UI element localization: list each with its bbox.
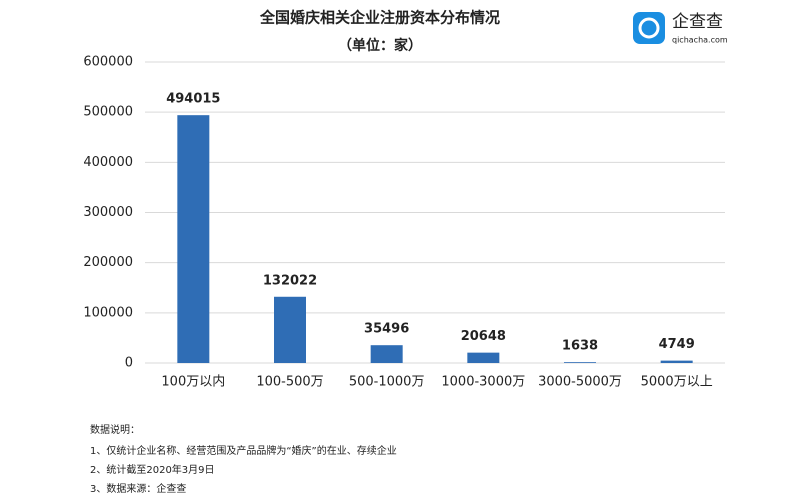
logo-icon (633, 12, 665, 44)
data-label: 35496 (364, 322, 409, 337)
y-tick-label: 100000 (83, 305, 133, 320)
bar (274, 296, 306, 363)
x-tick-label: 100-500万 (256, 375, 323, 390)
logo-icon-ring (638, 17, 660, 39)
y-tick-label: 600000 (83, 55, 133, 70)
y-tick-label: 500000 (83, 105, 133, 120)
x-tick-label: 1000-3000万 (441, 375, 525, 390)
x-tick-label: 500-1000万 (349, 375, 425, 390)
x-tick-label: 5000万以上 (641, 375, 713, 390)
note-line: 1、仅统计企业名称、经营范围及产品品牌为“婚庆”的在业、存续企业 (90, 444, 397, 457)
y-tick-label: 0 (125, 356, 133, 371)
note-line: 3、数据来源：企查查 (90, 482, 186, 495)
chart-title: 全国婚庆相关企业注册资本分布情况 (259, 9, 500, 27)
logo: 企查查 qichacha.com (633, 12, 728, 45)
chart-subtitle: （单位：家） (338, 37, 422, 54)
note-line: 2、统计截至2020年3月9日 (90, 463, 215, 476)
bar (467, 352, 500, 363)
notes-title: 数据说明： (90, 423, 140, 436)
data-label: 494015 (166, 92, 220, 107)
x-tick-label: 3000-5000万 (538, 375, 622, 390)
bar (564, 362, 596, 363)
data-label: 1638 (562, 339, 598, 354)
logo-name: 企查查 (672, 12, 723, 32)
logo-site: qichacha.com (672, 36, 728, 45)
y-tick-label: 300000 (83, 205, 133, 220)
data-label: 20648 (461, 329, 506, 344)
data-label: 4749 (659, 337, 695, 352)
y-tick-label: 400000 (83, 155, 133, 170)
x-tick-label: 100万以内 (161, 374, 225, 390)
bar (177, 115, 210, 363)
bar (660, 360, 693, 363)
data-label: 132022 (263, 273, 317, 288)
bar (370, 345, 403, 363)
y-tick-label: 200000 (83, 255, 133, 270)
